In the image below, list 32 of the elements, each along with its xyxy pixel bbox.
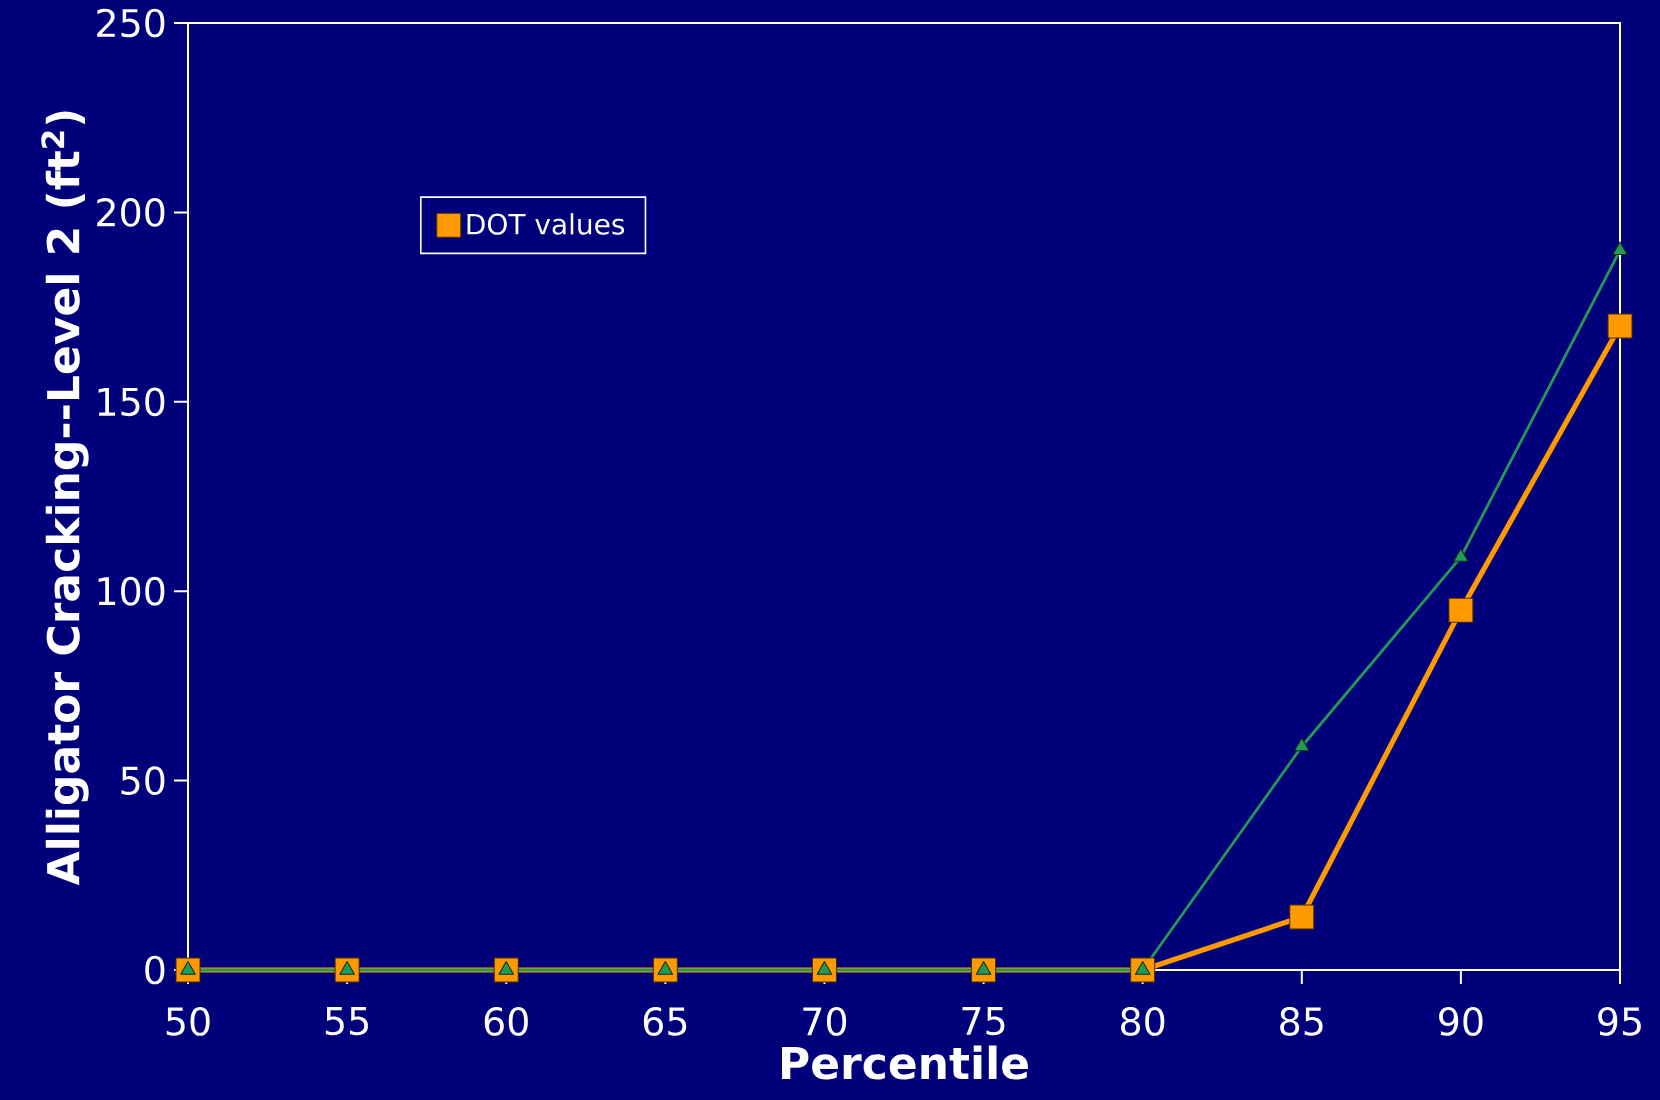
point [498,961,515,975]
point [1294,737,1310,752]
point [1607,313,1633,339]
y-tick-label: 50 [121,766,165,795]
point [1448,597,1474,623]
y-tick-label: 100 [98,576,165,606]
point [1134,961,1151,975]
y-axis-title: Alligator Cracking--Level 2 (ft$^{2}$) [41,111,89,886]
point [180,961,196,975]
x-tick-label: 50 [166,1007,210,1036]
y-tick-label: 150 [98,387,165,417]
point [1612,241,1628,255]
x-tick-label: 65 [643,1007,687,1036]
point [339,961,355,975]
legend-label: DOT values [467,213,625,235]
x-tick-label: 90 [1439,1007,1483,1036]
x-tick-label: 60 [484,1007,528,1036]
point [816,961,833,975]
point [975,961,992,975]
y-tick-label: 200 [97,198,165,227]
x-tick-label: 70 [803,1007,847,1036]
x-tick-label: 95 [1598,1007,1641,1036]
x-tick-label: 75 [962,1007,1005,1036]
x-axis-title: Percentile [782,1045,1028,1080]
x-tick-label: 85 [1280,1007,1323,1036]
point [1453,548,1469,562]
point [657,961,674,975]
x-tick-label: 55 [325,1007,368,1036]
y-tick-label: 0 [145,955,165,985]
point [1289,904,1315,930]
y-tick-label: 250 [97,8,165,38]
x-tick-label: 80 [1121,1007,1165,1036]
